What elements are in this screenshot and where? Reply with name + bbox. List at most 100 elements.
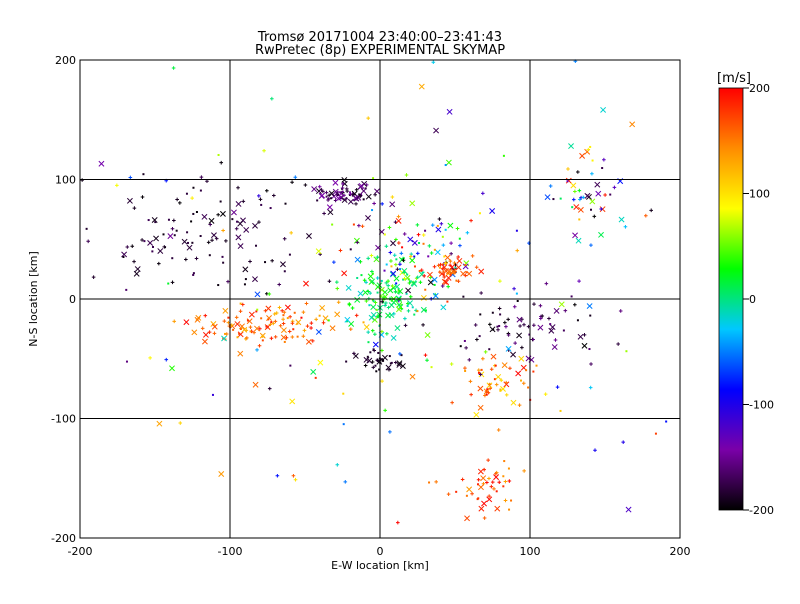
data-point-plus xyxy=(504,393,509,397)
data-point-dot xyxy=(491,311,494,314)
data-point-plus xyxy=(212,331,217,336)
data-point-plus xyxy=(262,148,266,153)
data-point-plus xyxy=(380,202,384,206)
data-point-dot xyxy=(418,269,421,272)
data-point-dot xyxy=(244,278,247,281)
data-point-dot xyxy=(502,154,505,157)
data-point-cross xyxy=(579,152,586,159)
data-point-plus xyxy=(274,311,279,315)
data-point-cross xyxy=(246,318,253,325)
data-point-cross xyxy=(409,373,416,380)
data-point-plus xyxy=(396,214,401,219)
data-point-plus xyxy=(282,236,287,241)
data-point-plus xyxy=(497,306,502,311)
data-point-dot xyxy=(362,321,365,324)
data-point-dot xyxy=(375,370,378,373)
data-point-plus xyxy=(456,255,460,259)
data-point-dot xyxy=(507,467,510,470)
data-point-dot xyxy=(154,221,157,224)
data-point-dot xyxy=(330,197,333,200)
data-point-dot xyxy=(236,336,239,339)
data-point-cross xyxy=(341,270,348,277)
data-point-cross xyxy=(284,304,291,311)
data-point-plus xyxy=(589,362,593,366)
data-point-dot xyxy=(296,335,299,338)
data-point-cross xyxy=(237,331,244,338)
data-point-plus xyxy=(270,96,274,101)
data-point-plus xyxy=(513,341,517,345)
data-point-dot xyxy=(508,508,511,511)
data-point-plus xyxy=(431,60,436,65)
data-point-dot xyxy=(327,319,330,322)
data-point-dot xyxy=(362,198,365,201)
data-point-plus xyxy=(341,182,345,186)
data-point-plus xyxy=(532,323,536,328)
data-point-cross xyxy=(151,217,158,223)
data-point-cross xyxy=(570,182,577,189)
data-point-plus xyxy=(278,323,283,328)
data-point-cross xyxy=(382,293,389,300)
data-point-dot xyxy=(413,255,416,258)
data-point-dot xyxy=(246,319,249,322)
data-point-plus xyxy=(280,308,285,313)
data-point-dot xyxy=(352,223,355,226)
data-point-dot xyxy=(455,490,458,493)
data-point-cross xyxy=(424,332,431,338)
data-point-cross xyxy=(242,266,249,273)
data-point-dot xyxy=(199,235,202,238)
data-point-plus xyxy=(488,386,493,391)
x-tick-label: -100 xyxy=(218,545,243,558)
data-point-cross xyxy=(397,288,404,295)
data-point-cross xyxy=(441,264,448,271)
data-point-plus xyxy=(403,316,407,321)
data-point-plus xyxy=(427,244,432,248)
data-point-dot xyxy=(535,364,538,367)
data-point-plus xyxy=(621,440,626,444)
data-point-plus xyxy=(437,217,442,221)
data-point-dot xyxy=(325,195,328,198)
data-point-cross xyxy=(584,192,591,199)
data-point-plus xyxy=(479,291,483,295)
data-point-plus xyxy=(322,211,326,216)
data-point-plus xyxy=(396,520,400,525)
data-point-cross xyxy=(156,420,163,427)
data-point-cross xyxy=(365,193,372,200)
data-point-plus xyxy=(592,214,597,219)
data-point-plus xyxy=(172,319,177,324)
data-point-dot xyxy=(479,313,482,316)
data-point-cross xyxy=(420,294,427,301)
data-point-plus xyxy=(301,334,306,339)
data-point-dot xyxy=(369,351,372,354)
data-point-dot xyxy=(238,332,241,335)
data-point-dot xyxy=(578,218,581,221)
data-point-cross xyxy=(280,334,287,341)
data-point-plus xyxy=(258,327,262,331)
data-point-dot xyxy=(464,264,467,267)
data-point-plus xyxy=(290,180,294,184)
data-point-dot xyxy=(382,359,385,362)
data-point-plus xyxy=(345,189,349,193)
data-point-dot xyxy=(192,212,195,215)
data-point-dot xyxy=(337,194,340,197)
data-point-cross xyxy=(404,274,411,281)
data-point-plus xyxy=(324,190,329,195)
data-point-cross xyxy=(445,159,452,166)
data-point-cross xyxy=(518,355,525,362)
data-point-dot xyxy=(413,313,416,316)
colorbar-tick-label: 100 xyxy=(749,188,770,201)
data-point-plus xyxy=(383,303,387,308)
data-point-plus xyxy=(463,366,467,370)
data-point-plus xyxy=(573,189,577,194)
data-point-dot xyxy=(283,270,286,273)
colorbar-tick-label: -100 xyxy=(749,399,774,412)
data-point-plus xyxy=(355,240,360,245)
y-tick-label: 0 xyxy=(69,293,76,306)
data-point-cross xyxy=(586,303,593,310)
x-axis-label: E-W location [km] xyxy=(331,559,429,572)
data-point-plus xyxy=(238,309,243,314)
x-axis: -200 -100 0 100 200 xyxy=(68,60,691,558)
data-point-plus xyxy=(214,236,219,241)
data-point-plus xyxy=(389,259,393,263)
data-point-plus xyxy=(375,255,380,259)
data-point-cross xyxy=(248,311,255,318)
